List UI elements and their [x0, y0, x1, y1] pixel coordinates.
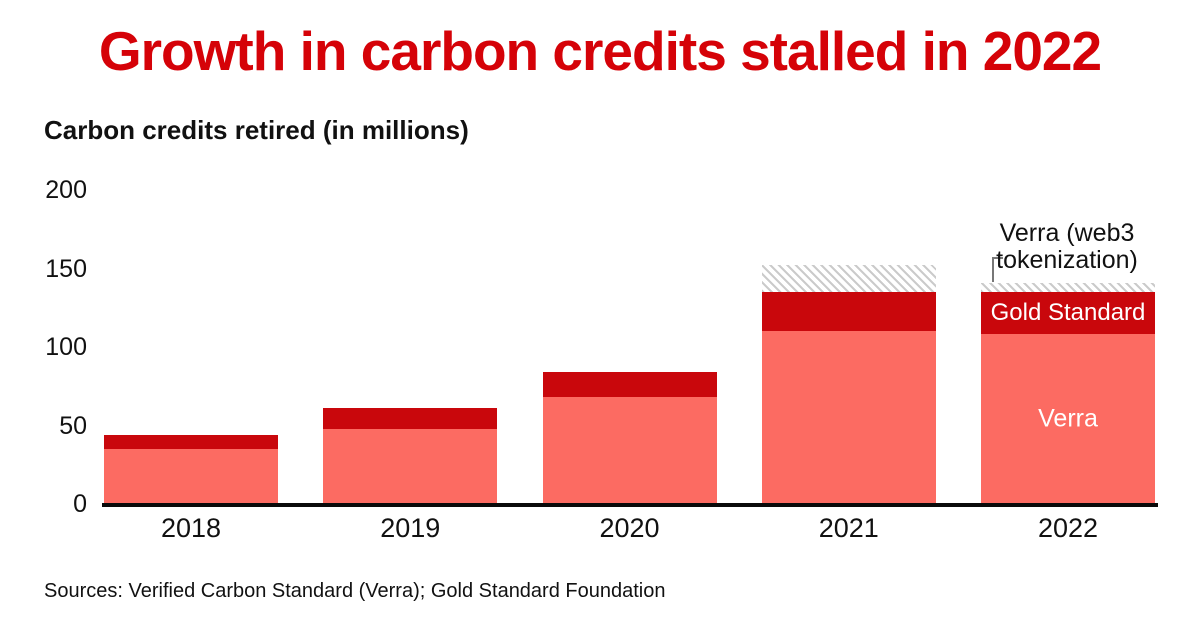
y-axis-tick-50: 50 — [59, 411, 87, 440]
bar-segment-verra-2019 — [323, 428, 498, 504]
annotation-verra-web3: Verra (web3 tokenization) — [996, 219, 1138, 274]
y-axis-tick-0: 0 — [73, 490, 87, 518]
x-axis-tick-2018: 2018 — [160, 513, 222, 543]
bar-segment-verra-2020 — [542, 397, 717, 504]
annotation-connector-line — [992, 257, 1003, 282]
bar-segment-gold-2018 — [104, 434, 278, 450]
y-axis-tick-150: 150 — [45, 254, 87, 283]
bar-segment-gold-2019 — [323, 408, 498, 429]
bar-segment-gold-2021 — [761, 292, 936, 332]
y-axis-tick-200: 200 — [45, 176, 87, 204]
y-axis-tick-100: 100 — [45, 333, 87, 361]
x-axis-tick-2020: 2020 — [599, 513, 660, 543]
chart-subtitle-axis-label: Carbon credits retired (in millions) — [44, 115, 469, 145]
chart-title: Growth in carbon credits stalled in 2022 — [98, 20, 1102, 82]
source-note: Sources: Verified Carbon Standard (Verra… — [44, 580, 666, 602]
bar-segment-verra-2022 — [981, 334, 1155, 504]
bar-segment-verra-2021 — [761, 331, 936, 504]
x-axis-tick-2021: 2021 — [818, 513, 879, 543]
bar-segment-web3-2021 — [761, 265, 936, 293]
x-axis-line — [102, 503, 1158, 507]
bar-segment-web3-2022 — [981, 282, 1155, 293]
bar-segment-gold-2020 — [542, 372, 717, 398]
bar-segment-verra-2018 — [104, 449, 278, 504]
x-axis-tick-2019: 2019 — [380, 513, 441, 543]
bar-label-gold-standard: Gold Standard — [990, 299, 1146, 327]
x-axis-tick-2022: 2022 — [1037, 513, 1099, 543]
bar-segment-gold-2022 — [981, 292, 1155, 335]
bar-label-verra: Verra — [1038, 404, 1098, 433]
